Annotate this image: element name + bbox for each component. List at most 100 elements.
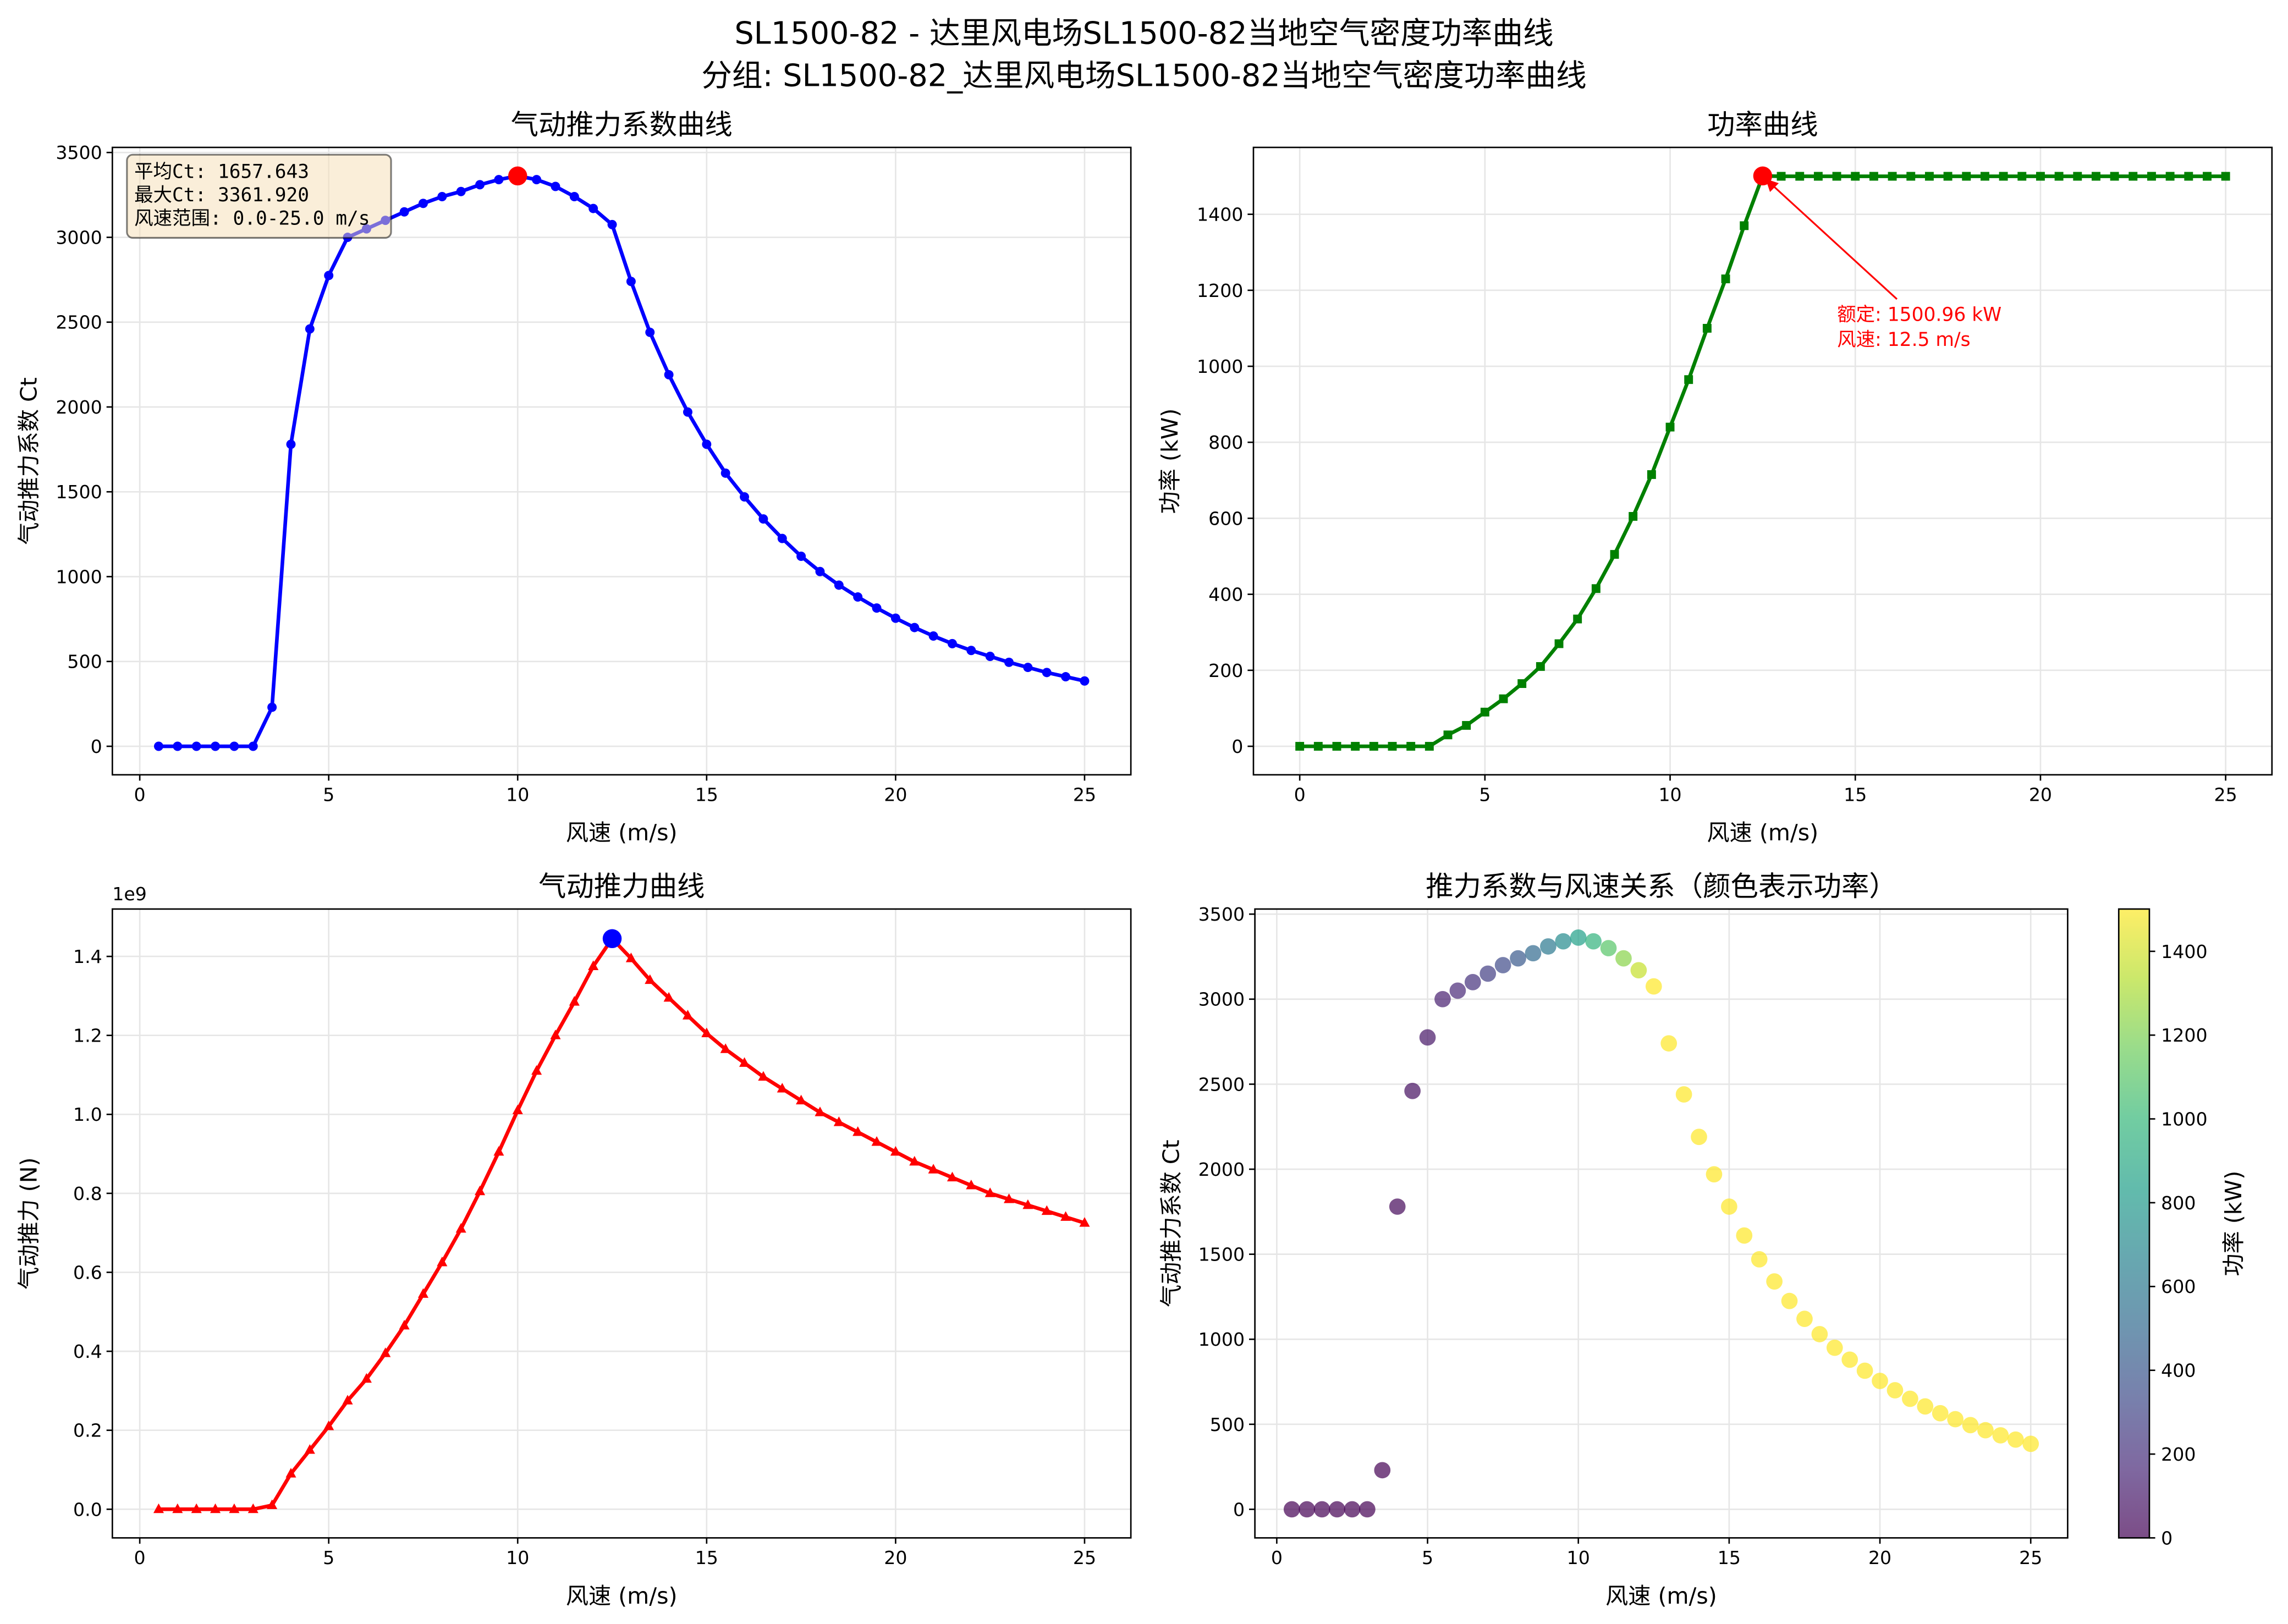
annotation-arrow: [1766, 179, 1898, 300]
scatter-point: [1570, 929, 1587, 946]
data-point: [1943, 172, 1953, 181]
colorbar-tick-label: 800: [2161, 1192, 2196, 1214]
info-box-line: 风速范围: 0.0-25.0 m/s: [134, 208, 370, 230]
y-tick-label: 1200: [1197, 280, 1243, 301]
data-point: [1610, 550, 1619, 559]
subplot-title: 功率曲线: [1707, 108, 1818, 141]
data-point: [456, 186, 466, 196]
data-point: [531, 1065, 542, 1075]
data-point: [1629, 512, 1638, 521]
data-point: [569, 192, 579, 201]
scatter-point: [1419, 1029, 1436, 1046]
data-point: [1851, 172, 1860, 181]
scatter-point: [1600, 940, 1617, 956]
data-point: [588, 203, 598, 213]
data-point: [1499, 694, 1508, 703]
info-box-line: 平均Ct: 1657.643: [134, 161, 309, 183]
data-point: [210, 1503, 221, 1513]
data-point: [1042, 668, 1052, 678]
rated-annotation-line: 风速: 12.5 m/s: [1837, 329, 1970, 351]
scatter-point: [1389, 1198, 1406, 1215]
x-tick-label: 15: [695, 784, 718, 806]
data-point: [1079, 1217, 1090, 1227]
data-point: [437, 1256, 448, 1267]
x-tick-label: 15: [1844, 784, 1867, 806]
colorbar-tick-label: 1000: [2161, 1109, 2207, 1130]
scatter-point: [1872, 1373, 1888, 1389]
y-tick-label: 200: [1208, 660, 1243, 681]
data-point: [721, 468, 730, 478]
data-point: [1573, 614, 1582, 624]
data-point: [229, 741, 239, 751]
x-axis-label: 风速 (m/s): [566, 819, 678, 846]
y-tick-label: 3000: [56, 227, 102, 248]
data-point: [928, 1164, 939, 1174]
scatter-point: [1299, 1501, 1316, 1518]
y-tick-label: 800: [1208, 432, 1243, 453]
y-tick-label: 0.4: [73, 1341, 102, 1362]
data-point: [2054, 172, 2064, 181]
data-point: [853, 1126, 864, 1136]
x-axis-label: 风速 (m/s): [1605, 1583, 1717, 1609]
data-point: [1702, 323, 1712, 333]
scatter-point: [1826, 1339, 1843, 1356]
data-point: [890, 613, 900, 623]
scatter-point: [1283, 1501, 1300, 1518]
y-tick-label: 2500: [1198, 1074, 1245, 1095]
scatter-point: [1374, 1462, 1391, 1479]
y-tick-label: 600: [1208, 508, 1243, 529]
y-tick-label: 1400: [1197, 204, 1243, 225]
scatter-point: [1494, 957, 1511, 973]
data-point: [2147, 172, 2156, 181]
scatter-point: [1555, 933, 1572, 950]
scatter-point: [1781, 1292, 1798, 1309]
x-tick-label: 0: [134, 784, 146, 806]
data-point: [853, 592, 863, 602]
data-point: [1332, 742, 1341, 751]
scatter-point: [1811, 1326, 1828, 1342]
scatter-point: [1691, 1128, 1707, 1146]
data-point: [550, 1030, 561, 1039]
data-point: [1480, 707, 1489, 717]
data-point: [1061, 672, 1071, 682]
x-tick-label: 15: [695, 1547, 718, 1568]
data-point: [1022, 1199, 1033, 1209]
y-tick-label: 0.2: [73, 1420, 102, 1441]
scatter-point: [1510, 950, 1526, 967]
data-point: [1980, 172, 1989, 181]
data-point: [947, 1171, 958, 1182]
y-tick-label: 1.4: [73, 946, 102, 967]
data-point: [966, 646, 976, 656]
data-point: [551, 181, 560, 191]
y-tick-label: 1000: [1198, 1329, 1245, 1350]
suptitle-line-1: SL1500-82 - 达里风电场SL1500-82当地空气密度功率曲线: [734, 16, 1553, 52]
data-point: [701, 1027, 712, 1038]
data-point: [796, 1094, 807, 1105]
data-point: [286, 439, 296, 449]
scatter-point: [1344, 1501, 1361, 1518]
data-point: [153, 741, 163, 751]
data-point: [172, 1503, 183, 1513]
axes-frame: [1254, 908, 2069, 1539]
data-point: [380, 1347, 391, 1357]
scatter-point: [1902, 1390, 1918, 1407]
scatter-point: [1796, 1311, 1813, 1327]
data-point: [1080, 676, 1090, 686]
scatter-point: [1841, 1351, 1858, 1368]
y-tick-label: 1.2: [73, 1025, 102, 1047]
data-point: [833, 1116, 844, 1126]
x-tick-label: 0: [134, 1547, 146, 1568]
scatter-point: [1751, 1251, 1768, 1268]
data-point: [1795, 172, 1805, 181]
scatter-point: [1932, 1405, 1949, 1422]
scatter-point: [1359, 1501, 1376, 1518]
y-tick-label: 1.0: [73, 1104, 102, 1125]
scatter-point: [1449, 982, 1466, 999]
scatter-point: [1766, 1273, 1783, 1290]
colorbar: [2118, 908, 2150, 1539]
data-point: [153, 1503, 164, 1513]
y-tick-label: 400: [1208, 584, 1243, 605]
data-point: [834, 580, 844, 590]
data-point: [1554, 639, 1564, 648]
axis-offset-label: 1e9: [112, 883, 147, 905]
